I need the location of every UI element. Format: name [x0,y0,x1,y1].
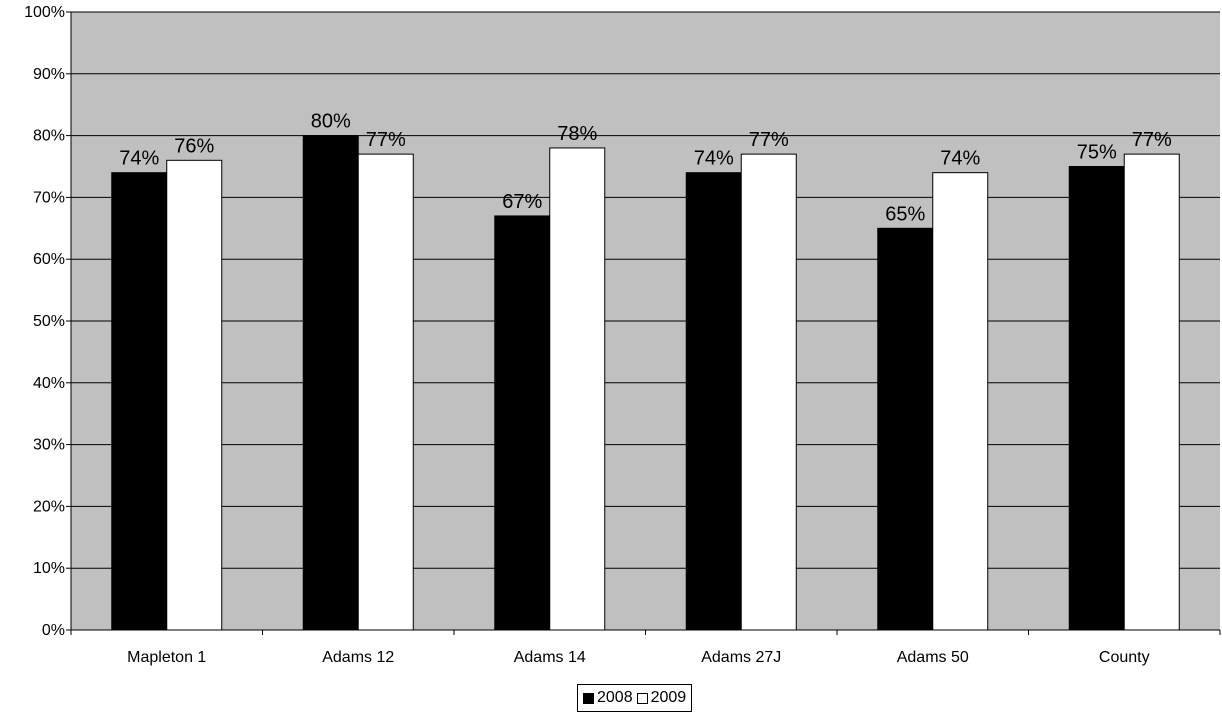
data-label: 74% [694,148,734,170]
data-label: 67% [502,191,542,213]
legend-entry-2008: 2008 [583,689,633,707]
bar-2009 [1123,153,1180,631]
y-tick-label: 40% [33,375,65,392]
y-tick-label: 90% [33,66,65,83]
data-label: 74% [119,148,159,170]
y-tick-label: 0% [42,622,65,639]
y-tick-label: 10% [33,560,65,577]
data-label: 76% [174,135,214,157]
x-category-label: Adams 14 [514,649,586,666]
legend: 2008 2009 [577,684,693,712]
bar-2008 [877,227,934,631]
bar-2009 [549,147,606,631]
bar-2008 [494,215,551,631]
data-label: 77% [366,129,406,151]
y-tick-label: 50% [33,313,65,330]
y-tick-label: 30% [33,437,65,454]
y-tick-label: 20% [33,498,65,515]
x-category-label: County [1099,649,1150,666]
bar-2009 [166,159,223,631]
bar-2009 [740,153,797,631]
data-label: 74% [940,148,980,170]
bar-2009 [357,153,414,631]
data-label: 65% [885,203,925,225]
bar-2008 [302,135,359,631]
legend-entry-2009: 2009 [636,689,687,707]
y-tick-label: 60% [33,251,65,268]
bar-2008 [685,172,742,631]
data-label: 78% [557,123,597,145]
x-category-label: Adams 27J [701,649,781,666]
legend-swatch [583,692,594,704]
legend-label: 2009 [650,689,687,706]
y-tick-label: 100% [24,4,65,21]
bar-2008 [1068,166,1125,631]
y-tick-label: 80% [33,128,65,145]
data-label: 77% [1132,129,1172,151]
data-label: 80% [311,111,351,133]
legend-label: 2008 [597,689,633,706]
y-tick-label: 70% [33,189,65,206]
legend-swatch [636,692,648,704]
data-label: 77% [749,129,789,151]
x-category-label: Adams 12 [322,649,394,666]
bar-2008 [111,172,168,631]
x-category-label: Mapleton 1 [127,649,206,666]
x-category-label: Adams 50 [897,649,969,666]
data-label: 75% [1077,142,1117,164]
bar-2009 [932,172,989,631]
